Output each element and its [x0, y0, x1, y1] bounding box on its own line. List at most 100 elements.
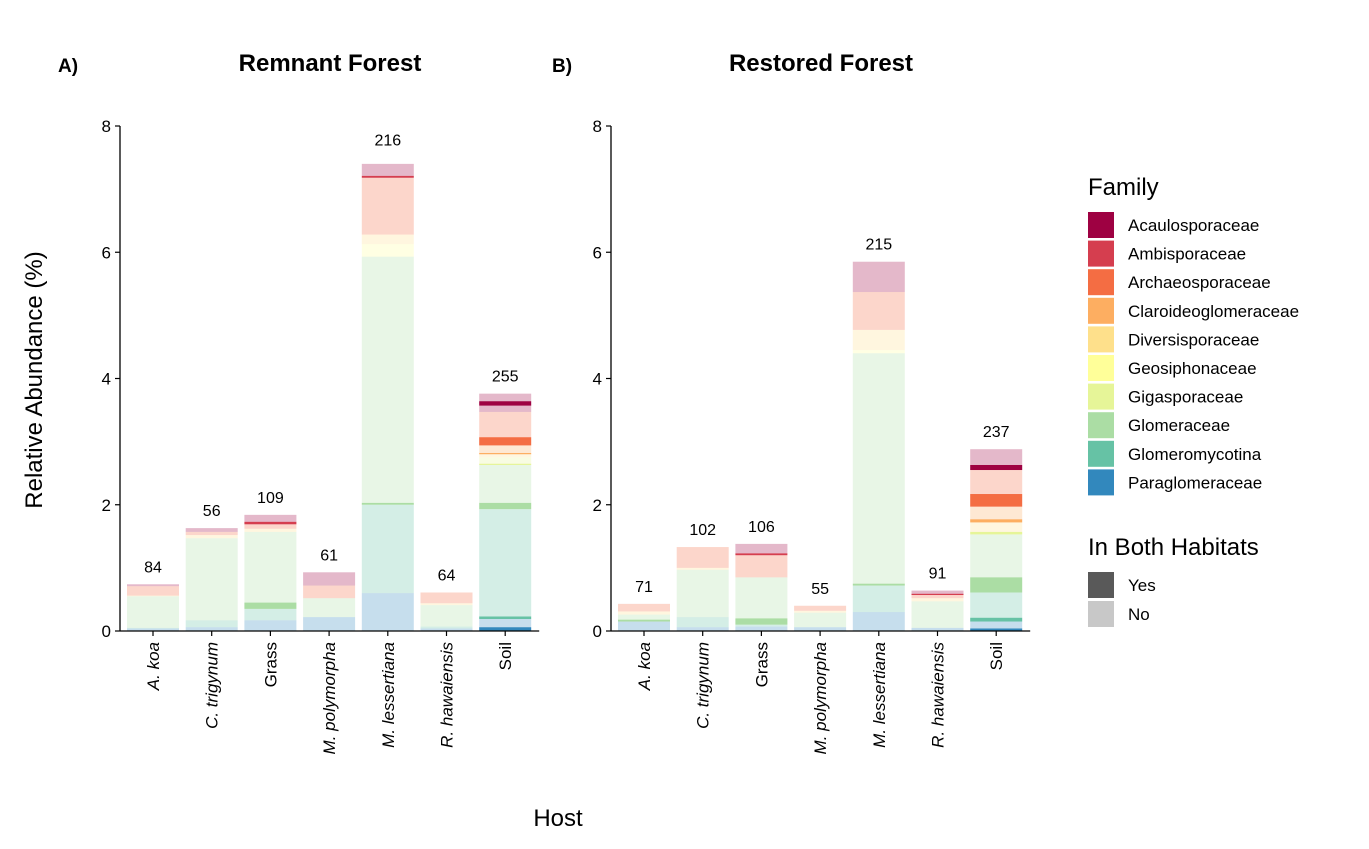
legend-label: Glomeraceae: [1128, 416, 1230, 435]
bar-segment-acaulosporaceae-yes: [970, 464, 1023, 471]
legend-item-diversisporaceae: Diversisporaceae: [1088, 326, 1259, 353]
bar-segment-archaeosporaceae-no: [303, 585, 356, 599]
legend-item-ambisporaceae: Ambisporaceae: [1088, 240, 1246, 267]
legend-swatch: [1088, 269, 1114, 296]
legend-swatch: [1088, 469, 1114, 496]
x-tick-label: Grass: [261, 642, 280, 687]
legend-item-claroideoglomeraceae: Claroideoglomeraceae: [1088, 297, 1299, 324]
x-tick-label: M. polymorpha: [811, 642, 830, 754]
bar-segment-diversisporaceae-no: [479, 454, 532, 458]
bar-segment-glomeraceae-yes: [618, 619, 670, 622]
legend-label: Paraglomeraceae: [1128, 473, 1262, 492]
y-tick-label: 2: [102, 496, 111, 515]
y-tick-label: 0: [593, 622, 602, 641]
bar-segment-glomeromycotina-no: [676, 617, 729, 628]
bar-segment-glomeromycotina-no: [735, 624, 788, 627]
count-label: 71: [635, 579, 653, 596]
legend-item-paraglomeraceae: Paraglomeraceae: [1088, 469, 1262, 496]
bar-segment-glomeraceae-no: [303, 598, 356, 618]
bar-segment-archaeosporaceae-no: [361, 177, 414, 235]
y-tick-label: 0: [102, 622, 111, 641]
bar-segment-geosiphonaceae-no: [852, 350, 905, 354]
y-tick-label: 2: [593, 496, 602, 515]
bar-segment-ambisporaceae-yes: [735, 553, 788, 556]
bar-segment-diversisporaceae-no: [127, 595, 179, 597]
bar-segment-glomeraceae-yes: [479, 502, 532, 510]
bar-segment-paraglomeraceae-no: [244, 620, 297, 631]
bar-segment-paraglomeraceae-no: [735, 626, 788, 631]
bar-segment-archaeosporaceae-no: [479, 411, 532, 438]
bar-segment-archaeosporaceae-no: [676, 547, 729, 568]
count-label: 84: [144, 559, 162, 576]
bar-soil: [479, 393, 532, 631]
bar-segment-glomeraceae-no: [911, 601, 964, 628]
count-label: 61: [320, 547, 338, 564]
count-label: 215: [865, 237, 892, 254]
legend-item-geosiphonaceae: Geosiphonaceae: [1088, 355, 1257, 381]
x-tick-label: M. lessertiana: [379, 642, 398, 748]
x-tick-label: Soil: [987, 642, 1006, 670]
bar-segment-archaeosporaceae-no: [911, 595, 964, 599]
bar-segment-paraglomeraceae-no: [852, 612, 905, 631]
y-tick-label: 6: [102, 243, 111, 262]
bar-segment-geosiphonaceae-no: [361, 244, 414, 257]
panel-title: Restored Forest: [729, 50, 913, 77]
bar-m-lessertiana: [361, 163, 414, 631]
legend-swatch: [1088, 440, 1114, 467]
bar-segment-glomeromycotina-yes: [479, 616, 532, 620]
bar-segment-acaulosporaceae-no: [852, 261, 905, 293]
bar-segment-archaeosporaceae-no: [618, 603, 670, 612]
x-tick-label: R. hawaiensis: [929, 642, 948, 748]
bar-segment-glomeromycotina-no: [479, 509, 532, 617]
legend-swatch: [1088, 355, 1114, 381]
legend-swatch: [1088, 383, 1114, 410]
bar-segment-claroideoglomeraceae-no: [479, 445, 532, 453]
bar-segment-glomeromycotina-no: [970, 592, 1023, 618]
bar-segment-ambisporaceae-yes: [361, 175, 414, 178]
bar-segment-glomeraceae-no: [852, 353, 905, 584]
bar-segment-glomeraceae-yes: [244, 602, 297, 609]
bar-segment-glomeraceae-no: [676, 569, 729, 618]
count-label: 237: [983, 424, 1010, 441]
x-tick-label: C. trigynum: [203, 642, 222, 729]
bar-segment-glomeromycotina-yes: [970, 617, 1023, 622]
x-axis-title: Host: [533, 805, 583, 832]
bar-segment-archaeosporaceae-yes: [479, 437, 532, 446]
bar-segment-paraglomeraceae-no: [185, 627, 238, 631]
bar-segment-diversisporaceae-no: [970, 522, 1023, 532]
bar-segment-glomeraceae-no: [420, 605, 473, 627]
legend-label: Diversisporaceae: [1128, 330, 1259, 349]
legend-family: Family Acaulosporaceae Ambisporaceae Archa…: [1088, 174, 1299, 496]
bar-segment-paraglomeraceae-no: [618, 621, 670, 631]
legend-swatch: [1088, 572, 1114, 598]
bars: [127, 163, 532, 631]
bar-segment-acaulosporaceae-no: [911, 590, 964, 594]
legend-label: Archaeosporaceae: [1128, 273, 1271, 292]
legend-label: Gigasporaceae: [1128, 388, 1243, 407]
bar-segment-paraglomeraceae-yes: [479, 627, 532, 631]
bar-a-koa: [618, 603, 670, 631]
bar-segment-diversisporaceae-no: [244, 528, 297, 532]
legend-habitat-title: In Both Habitats: [1088, 534, 1259, 561]
count-label: 255: [492, 369, 519, 386]
legend-label: Glomeromycotina: [1128, 445, 1262, 464]
legend-label: Ambisporaceae: [1128, 245, 1246, 264]
count-label: 56: [203, 503, 221, 520]
panel-restored-forest: B) Restored Forest 71 A. koa 102 C. trigynum 1…: [552, 50, 1031, 754]
bar-segment-acaulosporaceae-no: [361, 163, 414, 176]
panel-letter: A): [58, 56, 78, 77]
legend-label: Yes: [1128, 576, 1156, 595]
bar-segment-paraglomeraceae-no: [479, 619, 532, 628]
count-label: 102: [689, 522, 716, 539]
x-tick-label: Soil: [496, 642, 515, 670]
bar-segment-diversisporaceae-no: [420, 603, 473, 606]
legend-label: No: [1128, 605, 1150, 624]
bar-segment-glomeraceae-no: [127, 625, 179, 628]
bars: [618, 261, 1023, 631]
bar-segment-archaeosporaceae-no: [970, 470, 1023, 495]
legend-habitat: In Both Habitats Yes No: [1088, 534, 1259, 627]
bar-m-polymorpha: [303, 572, 356, 631]
x-tick-label: A. koa: [635, 642, 654, 691]
